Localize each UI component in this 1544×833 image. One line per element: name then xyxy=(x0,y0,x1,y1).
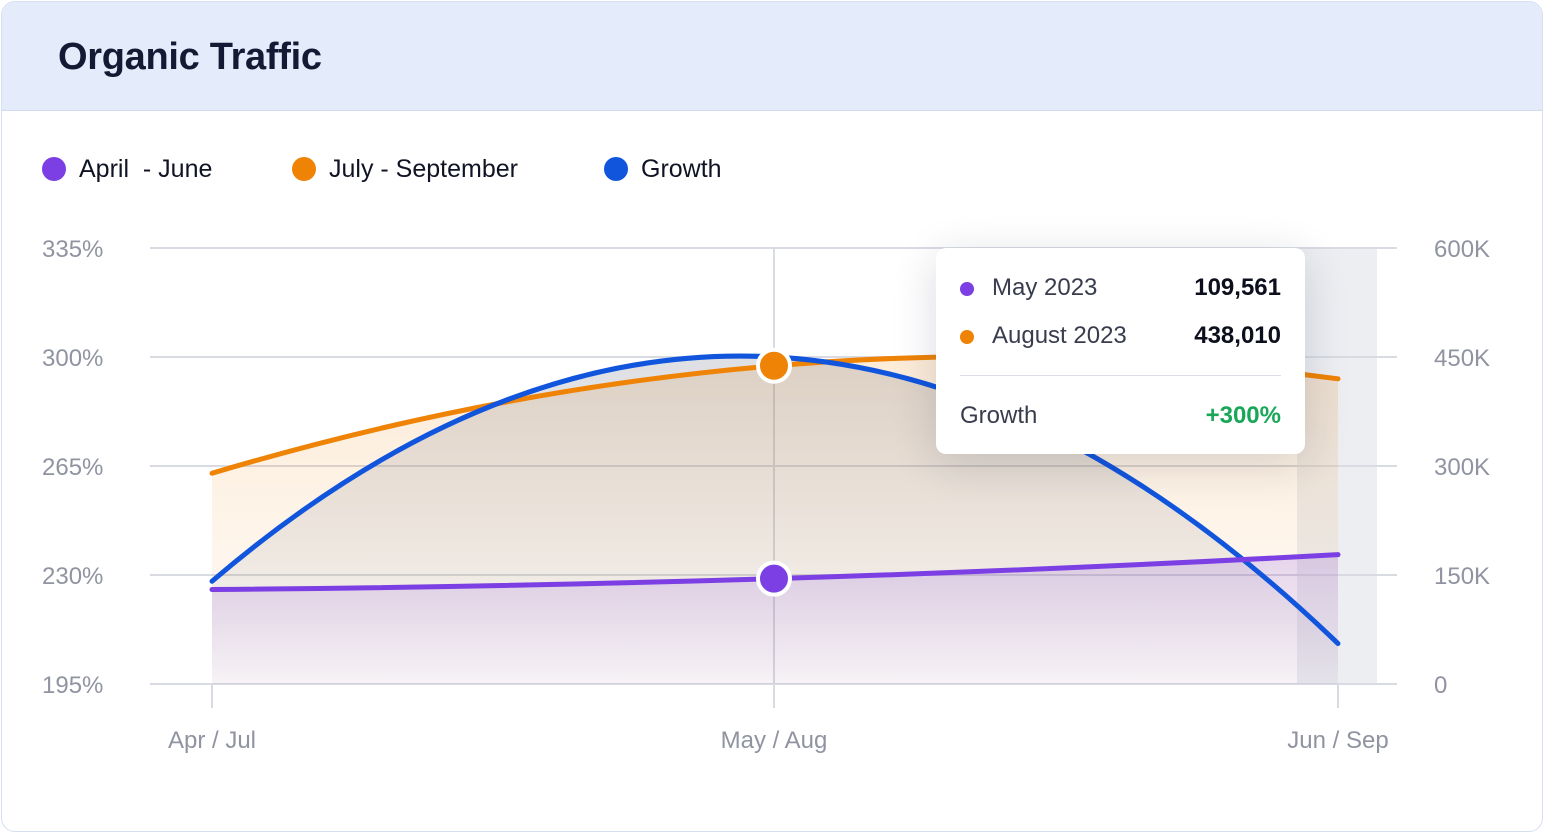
x-axis-tick-label: Jun / Sep xyxy=(1287,727,1388,754)
x-axis-tick-label: May / Aug xyxy=(721,727,828,754)
tooltip-value: 109,561 xyxy=(1194,274,1281,301)
left-axis-tick-label: 300% xyxy=(42,345,103,372)
left-axis-tick-label: 335% xyxy=(42,236,103,263)
card-header: Organic Traffic xyxy=(2,2,1542,111)
tooltip-row-may: May 2023 109,561 xyxy=(936,272,1305,304)
tooltip-dot-purple-icon xyxy=(960,282,974,296)
right-axis-tick-label: 600K xyxy=(1434,236,1490,263)
legend-item-april-june[interactable]: April - June xyxy=(42,152,212,186)
legend-dot-blue-icon xyxy=(604,157,628,181)
legend-dot-orange-icon xyxy=(292,157,316,181)
left-axis-tick-label: 230% xyxy=(42,563,103,590)
tooltip-growth-value: +300% xyxy=(1205,402,1281,429)
legend-item-july-september[interactable]: July - September xyxy=(292,152,518,186)
tooltip-dot-orange-icon xyxy=(960,330,974,344)
marker-july-september xyxy=(756,347,792,384)
x-axis-tick-label: Apr / Jul xyxy=(168,727,256,754)
right-axis-tick-label: 450K xyxy=(1434,345,1490,372)
legend-label: Growth xyxy=(641,154,722,183)
tooltip-label: August 2023 xyxy=(992,322,1127,349)
legend-label: July - September xyxy=(329,154,518,183)
card-title: Organic Traffic xyxy=(58,36,322,78)
tooltip-growth-label: Growth xyxy=(960,402,1038,429)
marker-april-june xyxy=(756,560,792,597)
left-axis-tick-label: 265% xyxy=(42,454,103,481)
tooltip-value: 438,010 xyxy=(1194,322,1281,349)
right-axis-tick-label: 300K xyxy=(1434,454,1490,481)
chart-tooltip: May 2023 109,561 August 2023 438,010 Gro… xyxy=(936,248,1305,454)
legend-item-growth[interactable]: Growth xyxy=(604,152,722,186)
tooltip-label: May 2023 xyxy=(992,274,1098,301)
right-axis-tick-label: 0 xyxy=(1434,672,1447,699)
legend-dot-purple-icon xyxy=(42,157,66,181)
left-axis-tick-label: 195% xyxy=(42,672,103,699)
tooltip-row-august: August 2023 438,010 xyxy=(936,320,1305,352)
right-axis-tick-label: 150K xyxy=(1434,563,1490,590)
tooltip-divider xyxy=(960,375,1281,376)
legend-label: April - June xyxy=(79,154,213,183)
